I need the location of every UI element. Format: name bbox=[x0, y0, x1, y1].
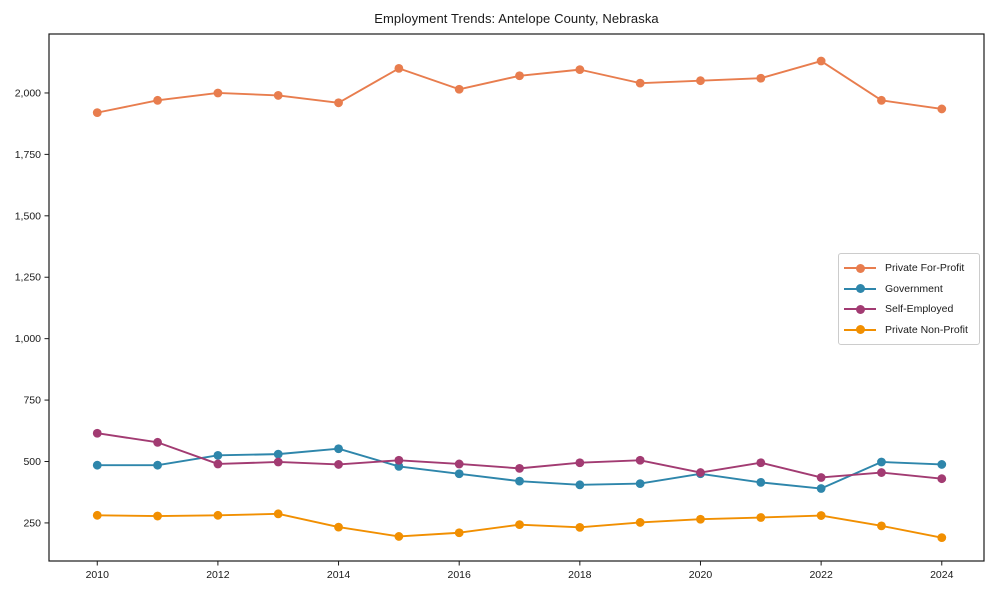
data-point-self-employed-2024 bbox=[937, 474, 947, 484]
data-point-private-non-profit-2024 bbox=[937, 533, 947, 543]
data-point-private-for-profit-2019 bbox=[635, 78, 645, 88]
x-tick-label: 2022 bbox=[809, 569, 833, 581]
data-point-government-2016 bbox=[454, 469, 464, 479]
legend-label: Government bbox=[885, 282, 943, 295]
x-tick-label: 2016 bbox=[448, 569, 472, 581]
x-tick-label: 2010 bbox=[86, 569, 110, 581]
y-tick-label: 750 bbox=[23, 395, 41, 407]
legend: Private For-Profit Government Self-Employe… bbox=[838, 253, 980, 345]
data-point-private-for-profit-2017 bbox=[515, 71, 524, 81]
data-point-private-for-profit-2010 bbox=[92, 108, 102, 118]
data-point-government-2012 bbox=[213, 450, 223, 460]
data-point-private-for-profit-2021 bbox=[756, 73, 766, 83]
data-point-private-for-profit-2012 bbox=[213, 88, 223, 98]
data-point-private-non-profit-2011 bbox=[153, 511, 162, 521]
legend-item-government: Government bbox=[844, 279, 975, 300]
data-point-private-non-profit-2017 bbox=[515, 520, 524, 530]
legend-label: Private Non-Profit bbox=[885, 323, 968, 336]
data-point-private-non-profit-2015 bbox=[394, 532, 404, 541]
plot-area-border bbox=[48, 33, 985, 562]
data-point-self-employed-2016 bbox=[454, 459, 464, 469]
y-tick-label: 1,000 bbox=[15, 333, 41, 345]
data-point-self-employed-2021 bbox=[756, 458, 766, 468]
x-tick-label: 2018 bbox=[568, 569, 592, 581]
data-point-private-for-profit-2016 bbox=[454, 84, 464, 94]
data-point-private-non-profit-2016 bbox=[454, 528, 464, 538]
data-point-private-for-profit-2022 bbox=[816, 56, 826, 66]
y-tick-label: 2,000 bbox=[15, 87, 41, 99]
legend-marker-icon bbox=[844, 284, 876, 294]
data-point-private-for-profit-2011 bbox=[153, 95, 162, 105]
legend-marker-icon bbox=[844, 325, 876, 335]
data-point-government-2018 bbox=[575, 480, 585, 490]
data-point-private-non-profit-2013 bbox=[273, 509, 283, 519]
data-point-private-non-profit-2014 bbox=[334, 522, 343, 532]
legend-marker-icon bbox=[844, 263, 876, 273]
legend-label: Self-Employed bbox=[885, 303, 954, 316]
data-point-government-2015 bbox=[394, 462, 404, 471]
y-tick-label: 1,500 bbox=[15, 210, 41, 222]
data-point-government-2023 bbox=[877, 457, 886, 467]
data-point-private-for-profit-2020 bbox=[696, 76, 705, 86]
data-point-self-employed-2015 bbox=[394, 455, 404, 465]
data-point-private-non-profit-2010 bbox=[92, 510, 102, 520]
data-point-self-employed-2012 bbox=[213, 459, 223, 469]
data-point-self-employed-2017 bbox=[515, 463, 524, 473]
data-point-self-employed-2018 bbox=[575, 458, 585, 468]
data-point-private-non-profit-2023 bbox=[877, 521, 886, 531]
data-point-private-for-profit-2013 bbox=[273, 91, 283, 100]
data-point-private-for-profit-2014 bbox=[334, 98, 343, 108]
data-point-self-employed-2011 bbox=[153, 437, 162, 447]
legend-item-private-non-profit: Private Non-Profit bbox=[844, 320, 975, 341]
x-tick-label: 2024 bbox=[930, 569, 954, 581]
data-point-private-for-profit-2024 bbox=[937, 104, 947, 114]
x-tick-label: 2012 bbox=[206, 569, 230, 581]
x-tick-label: 2020 bbox=[689, 569, 713, 581]
data-point-self-employed-2022 bbox=[816, 473, 826, 482]
data-point-private-for-profit-2015 bbox=[394, 63, 404, 73]
legend-item-self-employed: Self-Employed bbox=[844, 299, 975, 320]
data-point-government-2021 bbox=[756, 477, 766, 487]
data-point-government-2017 bbox=[515, 476, 524, 486]
data-point-private-non-profit-2022 bbox=[816, 511, 826, 520]
series-line-private-for-profit bbox=[96, 60, 943, 114]
data-point-private-non-profit-2019 bbox=[635, 518, 645, 527]
y-tick-label: 250 bbox=[23, 517, 41, 529]
y-tick-label: 1,250 bbox=[15, 272, 41, 284]
legend-label: Private For-Profit bbox=[885, 262, 965, 275]
y-tick-label: 500 bbox=[23, 456, 41, 468]
y-tick-label: 1,750 bbox=[15, 149, 41, 161]
data-point-self-employed-2010 bbox=[92, 428, 102, 438]
data-point-private-for-profit-2018 bbox=[575, 65, 585, 75]
data-point-private-non-profit-2018 bbox=[575, 522, 585, 532]
data-point-private-non-profit-2021 bbox=[756, 513, 766, 522]
data-point-government-2022 bbox=[816, 484, 826, 493]
legend-marker-icon bbox=[844, 304, 876, 314]
x-tick-label: 2014 bbox=[327, 569, 351, 581]
data-point-self-employed-2023 bbox=[877, 468, 886, 477]
data-point-government-2024 bbox=[937, 460, 947, 469]
chart-title: Employment Trends: Antelope County, Nebr… bbox=[374, 11, 659, 26]
data-point-private-non-profit-2012 bbox=[213, 510, 223, 520]
data-point-government-2013 bbox=[273, 449, 283, 459]
data-point-self-employed-2019 bbox=[635, 455, 645, 465]
data-point-self-employed-2014 bbox=[334, 460, 343, 469]
legend-item-private-for-profit: Private For-Profit bbox=[844, 258, 975, 279]
data-point-private-for-profit-2023 bbox=[877, 95, 886, 105]
data-point-self-employed-2013 bbox=[273, 457, 283, 467]
data-point-government-2014 bbox=[334, 444, 343, 454]
data-point-government-2019 bbox=[635, 479, 645, 489]
data-point-self-employed-2020 bbox=[696, 468, 705, 477]
data-point-private-non-profit-2020 bbox=[696, 514, 705, 524]
data-point-government-2011 bbox=[153, 460, 162, 470]
data-point-government-2010 bbox=[92, 460, 102, 470]
